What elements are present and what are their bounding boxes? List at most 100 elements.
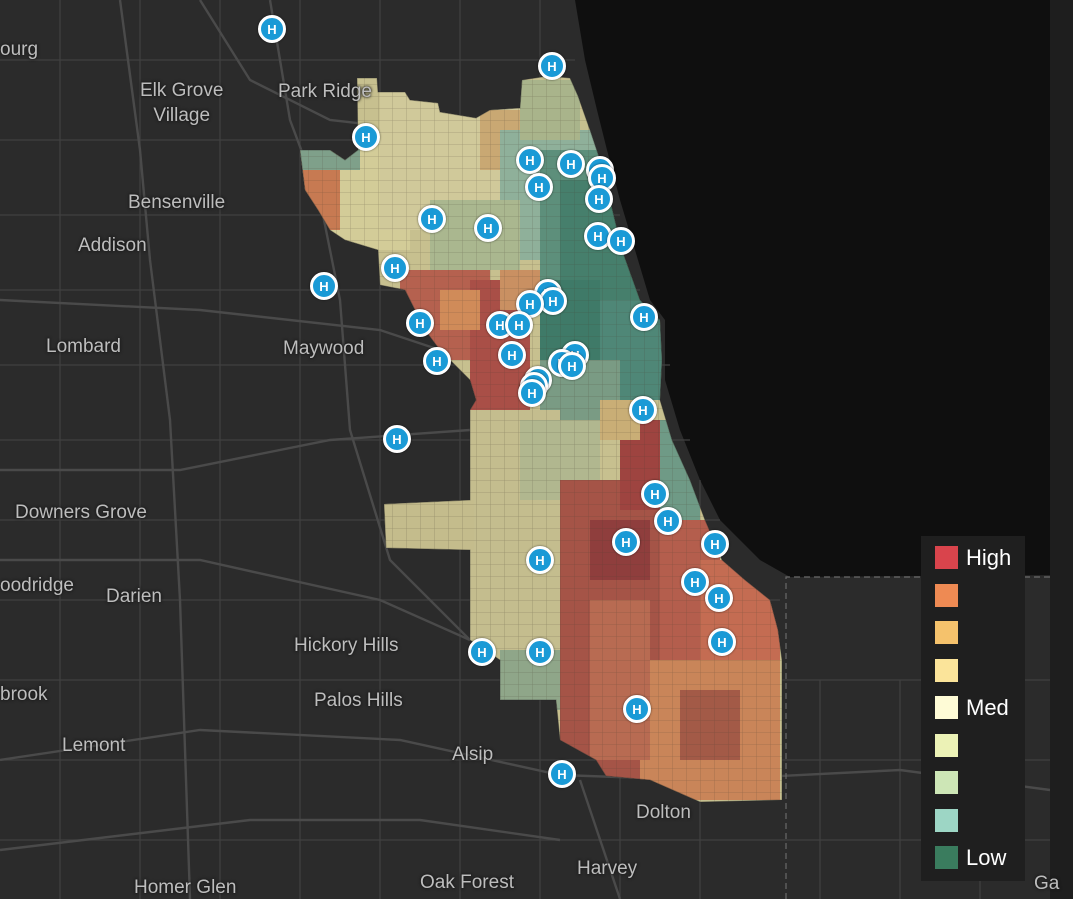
place-label-hickory-hills: Hickory Hills bbox=[294, 635, 399, 656]
place-label-park-ridge: Park Ridge bbox=[278, 81, 372, 102]
legend: High Med Low bbox=[921, 536, 1025, 881]
hospital-glyph: H bbox=[361, 129, 371, 145]
hospital-marker-icon[interactable]: H bbox=[423, 347, 451, 375]
hospital-marker-icon[interactable]: H bbox=[558, 352, 586, 380]
place-label-oak-forest: Oak Forest bbox=[420, 872, 514, 893]
legend-label: Low bbox=[966, 845, 1007, 870]
hospital-glyph: H bbox=[527, 385, 537, 401]
legend-row bbox=[935, 771, 1025, 809]
hospital-marker-icon[interactable]: H bbox=[641, 480, 669, 508]
legend-label: High bbox=[966, 545, 1012, 570]
hospital-glyph: H bbox=[638, 402, 648, 418]
hospital-marker-icon[interactable]: H bbox=[548, 760, 576, 788]
legend-swatch bbox=[935, 621, 958, 644]
hospital-marker-icon[interactable]: H bbox=[629, 396, 657, 424]
hospital-glyph: H bbox=[525, 152, 535, 168]
hospital-glyph: H bbox=[690, 574, 700, 590]
place-label-maywood: Maywood bbox=[283, 338, 365, 359]
hospital-marker-icon[interactable]: H bbox=[526, 546, 554, 574]
hospital-marker-icon[interactable]: H bbox=[630, 303, 658, 331]
hospital-marker-icon[interactable]: H bbox=[526, 638, 554, 666]
hospital-marker-icon[interactable]: H bbox=[505, 311, 533, 339]
hospital-glyph: H bbox=[507, 347, 517, 363]
hospital-marker-icon[interactable]: H bbox=[352, 123, 380, 151]
legend-row bbox=[935, 808, 1025, 847]
hospital-glyph: H bbox=[566, 156, 576, 172]
hospital-marker-icon[interactable]: H bbox=[705, 584, 733, 612]
legend-swatch bbox=[935, 658, 958, 682]
hospital-marker-icon[interactable]: H bbox=[418, 205, 446, 233]
hospital-glyph: H bbox=[717, 634, 727, 650]
hospital-glyph: H bbox=[392, 431, 402, 447]
hospital-glyph: H bbox=[616, 233, 626, 249]
hospital-marker-icon[interactable]: H bbox=[468, 638, 496, 666]
hospital-glyph: H bbox=[427, 211, 437, 227]
place-label-elk-grove-line: Elk Grove Village bbox=[140, 80, 224, 126]
place-label-darien: Darien bbox=[106, 586, 162, 607]
hospital-glyph: H bbox=[525, 296, 535, 312]
place-label-lombard: Lombard bbox=[46, 336, 121, 357]
hospital-marker-icon[interactable]: H bbox=[516, 146, 544, 174]
hospital-marker-icon[interactable]: H bbox=[623, 695, 651, 723]
hospital-marker-icon[interactable]: H bbox=[654, 507, 682, 535]
hospital-glyph: H bbox=[514, 317, 524, 333]
hospital-marker-icon[interactable]: H bbox=[258, 15, 286, 43]
hospital-marker-icon[interactable]: H bbox=[612, 528, 640, 556]
hospital-glyph: H bbox=[567, 358, 577, 374]
hospital-glyph: H bbox=[319, 278, 329, 294]
legend-row: Med bbox=[935, 696, 1025, 734]
hospital-marker-icon[interactable]: H bbox=[518, 379, 546, 407]
place-label-bourg: ourg bbox=[0, 39, 39, 60]
hospital-glyph: H bbox=[594, 191, 604, 207]
legend-swatch bbox=[935, 583, 958, 607]
hospital-glyph: H bbox=[557, 766, 567, 782]
hospital-glyph: H bbox=[639, 309, 649, 325]
place-label-palos-hills: Palos Hills bbox=[314, 690, 403, 711]
hospital-glyph: H bbox=[547, 58, 557, 74]
hospital-marker-icon[interactable]: H bbox=[557, 150, 585, 178]
place-label-harvey: Harvey bbox=[577, 858, 638, 879]
hospital-marker-icon[interactable]: H bbox=[681, 568, 709, 596]
place-label-bensenville: Bensenville bbox=[128, 192, 226, 213]
hospital-marker-icon[interactable]: H bbox=[585, 185, 613, 213]
legend-row: High bbox=[935, 546, 1025, 584]
hospital-marker-icon[interactable]: H bbox=[474, 214, 502, 242]
hospital-marker-icon[interactable]: H bbox=[701, 530, 729, 558]
hospital-glyph: H bbox=[267, 21, 277, 37]
hospital-glyph: H bbox=[663, 513, 673, 529]
hospital-marker-icon[interactable]: H bbox=[538, 52, 566, 80]
hospital-glyph: H bbox=[548, 293, 558, 309]
legend-swatch bbox=[935, 771, 958, 794]
hospital-glyph: H bbox=[483, 220, 493, 236]
hospital-marker-icon[interactable]: H bbox=[310, 272, 338, 300]
hospital-glyph: H bbox=[710, 536, 720, 552]
map-edge-strip bbox=[1050, 0, 1073, 899]
hospital-glyph: H bbox=[632, 701, 642, 717]
hospital-glyph: H bbox=[535, 644, 545, 660]
place-label-dolton: Dolton bbox=[636, 802, 691, 823]
hospital-glyph: H bbox=[535, 552, 545, 568]
hospital-marker-icon[interactable]: H bbox=[607, 227, 635, 255]
hospital-marker-icon[interactable]: H bbox=[383, 425, 411, 453]
hospital-glyph: H bbox=[650, 486, 660, 502]
place-label-homer-glen: Homer Glen bbox=[134, 877, 237, 898]
place-label-woodridge: oodridge bbox=[0, 575, 74, 596]
state-border bbox=[785, 576, 1050, 899]
hospital-marker-icon[interactable]: H bbox=[525, 173, 553, 201]
hospital-marker-icon[interactable]: H bbox=[406, 309, 434, 337]
hospital-glyph: H bbox=[534, 179, 544, 195]
place-label-elk-grove: Elk Grove Village bbox=[140, 78, 223, 128]
hospital-marker-icon[interactable]: H bbox=[708, 628, 736, 656]
hospital-glyph: H bbox=[714, 590, 724, 606]
hospital-marker-icon[interactable]: H bbox=[381, 254, 409, 282]
hospital-marker-icon[interactable]: H bbox=[498, 341, 526, 369]
hospital-glyph: H bbox=[597, 170, 607, 186]
hospital-glyph: H bbox=[495, 317, 505, 333]
hospital-glyph: H bbox=[390, 260, 400, 276]
legend-swatch bbox=[935, 696, 958, 719]
legend-row bbox=[935, 658, 1025, 697]
place-label-bolingbrook: brook bbox=[0, 684, 48, 705]
legend-swatch bbox=[935, 733, 958, 757]
